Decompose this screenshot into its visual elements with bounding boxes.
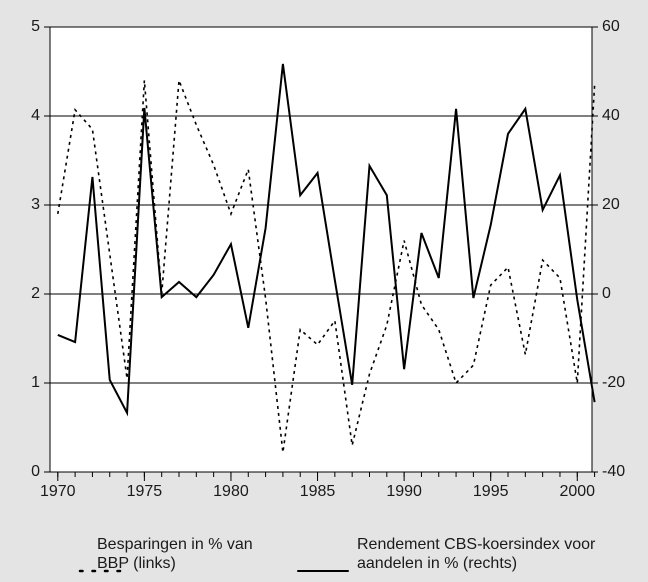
x-tick-label: 1985	[300, 483, 336, 500]
x-tick-label: 2000	[559, 483, 595, 500]
y-tick-label: 2	[31, 285, 40, 302]
x-tick-label: 1970	[40, 483, 76, 500]
plot-frame	[49, 26, 593, 473]
y-tick-label: 5	[31, 18, 40, 35]
y-tick-label: 4	[31, 107, 40, 124]
x-tick-label: 1975	[127, 483, 163, 500]
y-tick-label: 3	[31, 196, 40, 213]
y2-tick-label: -40	[602, 463, 625, 480]
x-tick-label: 1980	[213, 483, 249, 500]
y2-tick-label: 20	[602, 196, 620, 213]
y2-tick-label: 60	[602, 18, 620, 35]
plot-area	[50, 27, 592, 472]
series-line	[57, 63, 596, 417]
y-tick-label: 0	[31, 463, 40, 480]
legend-label: Besparingen in % van BBP (links)	[97, 536, 253, 572]
x-tick-label: 1990	[386, 483, 422, 500]
y2-tick-label: 0	[602, 285, 611, 302]
series-line	[57, 80, 596, 453]
x-tick-label: 1995	[473, 483, 509, 500]
y-tick-label: 1	[31, 374, 40, 391]
y2-tick-label: -20	[602, 374, 625, 391]
y2-tick-label: 40	[602, 107, 620, 124]
legend-label: Rendement CBS-koersindex voor aandelen i…	[357, 536, 596, 572]
